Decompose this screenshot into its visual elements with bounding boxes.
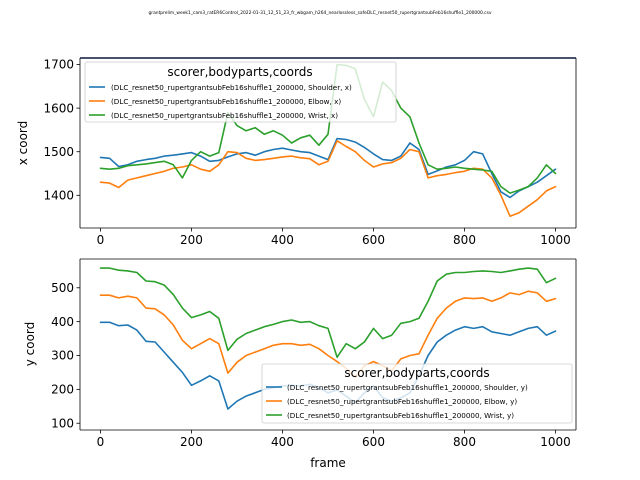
legend-entry-wrist-y: (DLC_resnet50_rupertgrantsubFeb16shuffle…: [287, 411, 514, 420]
bottom-x-tick-label-5: 1000: [540, 435, 571, 449]
legend-title-bottom: scorer,bodyparts,coords: [344, 366, 489, 380]
top-y-tick-label-3: 1700: [43, 58, 74, 72]
bottom-y-tick-label-4: 500: [51, 281, 74, 295]
legend-title-top: scorer,bodyparts,coords: [167, 65, 312, 79]
legend-entry-wrist-x: (DLC_resnet50_rupertgrantsubFeb16shuffle…: [111, 111, 338, 120]
legend-entry-elbow-x: (DLC_resnet50_rupertgrantsubFeb16shuffle…: [111, 97, 341, 106]
top-y-tick-label-0: 1400: [43, 189, 74, 203]
y-axis-label-bottom: y coord: [23, 322, 37, 367]
top-x-tick-label-2: 400: [271, 233, 294, 247]
bottom-x-tick-label-0: 0: [97, 435, 105, 449]
x-axis-label-bottom: frame: [310, 456, 346, 470]
top-x-tick-label-1: 200: [180, 233, 203, 247]
top-series-line-2: [99, 63, 557, 194]
legend-entry-shoulder-y: (DLC_resnet50_rupertgrantsubFeb16shuffle…: [287, 383, 528, 392]
top-x-tick-label-0: 0: [97, 233, 105, 247]
bottom-x-tick-label-1: 200: [180, 435, 203, 449]
axes-bottom: 0 200 400 600 800 1000 100 200 300 400 500: [51, 258, 577, 449]
top-y-tick-label-2: 1600: [43, 101, 74, 115]
legend-entry-elbow-y: (DLC_resnet50_rupertgrantsubFeb16shuffle…: [287, 397, 517, 406]
bottom-x-tick-label-2: 400: [271, 435, 294, 449]
legend-box-bottom: [261, 363, 573, 424]
bottom-y-tick-label-3: 400: [51, 315, 74, 329]
bottom-x-tick-label-4: 800: [453, 435, 476, 449]
chart-y-coord: 0 200 400 600 800 1000 100 200 300 400 500 y coord…: [23, 258, 577, 470]
bottom-x-tick-label-3: 600: [362, 435, 385, 449]
bottom-y-tick-label-0: 100: [51, 416, 74, 430]
bottom-series-line-1: [99, 290, 557, 379]
bottom-series-line-2: [99, 267, 557, 359]
legend-box-top: [84, 61, 397, 123]
bottom-y-tick-label-1: 200: [51, 383, 74, 397]
top-x-tick-label-3: 600: [362, 233, 385, 247]
top-x-tick-label-5: 1000: [540, 233, 571, 247]
bottom-y-tick-label-2: 300: [51, 349, 74, 363]
top-x-tick-label-4: 800: [453, 233, 476, 247]
figure-suptitle: grantprelim_week1_cam3_ratER6Control_202…: [149, 10, 492, 16]
axes-top: 0 200 400 600 800 1000 1400 1500 1600 1700: [43, 57, 577, 247]
legend-bottom: scorer,bodyparts,coords (DLC_resnet50_ru…: [261, 363, 573, 424]
chart-x-coord: 0 200 400 600 800 1000 1400 1500 1600 1700 x coor…: [16, 57, 577, 247]
legend-top: scorer,bodyparts,coords (DLC_resnet50_ru…: [84, 61, 397, 123]
y-axis-label-top: x coord: [16, 121, 30, 166]
legend-entry-shoulder-x: (DLC_resnet50_rupertgrantsubFeb16shuffle…: [111, 83, 352, 92]
top-y-tick-label-1: 1500: [43, 145, 74, 159]
series-lines-top: [99, 63, 557, 217]
